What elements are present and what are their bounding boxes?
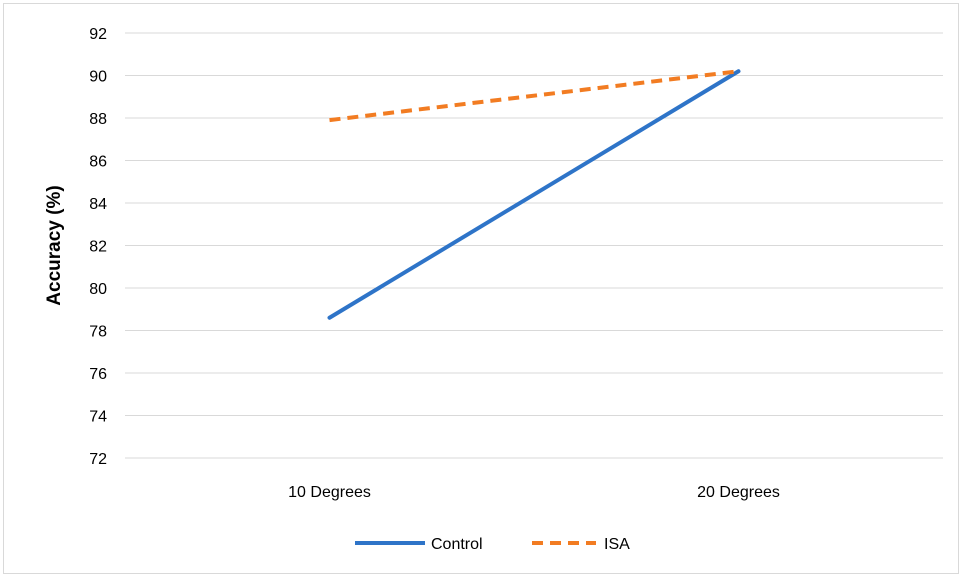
- series-lines: [327, 69, 741, 320]
- y-tick-label: 82: [89, 239, 107, 256]
- y-tick-label: 74: [89, 409, 107, 426]
- series-line-isa: [329, 69, 739, 123]
- legend-label-isa: ISA: [604, 536, 630, 553]
- y-tick-label: 78: [89, 324, 107, 341]
- gridlines: [125, 32, 943, 459]
- series-line-control: [327, 69, 741, 320]
- y-tick-labels: 72 74 76 78 80 82 84 86 88 90 92: [89, 26, 107, 468]
- y-tick-label: 76: [89, 366, 107, 383]
- x-tick-label: 20 Degrees: [697, 484, 780, 501]
- legend-label-control: Control: [431, 536, 483, 553]
- y-tick-label: 72: [89, 451, 107, 468]
- x-tick-label: 10 Degrees: [288, 484, 371, 501]
- y-axis-title: Accuracy (%): [44, 185, 65, 305]
- x-tick-labels: 10 Degrees 20 Degrees: [288, 484, 780, 501]
- y-tick-label: 92: [89, 26, 107, 43]
- legend: Control ISA: [355, 536, 630, 553]
- y-tick-label: 80: [89, 281, 107, 298]
- y-tick-label: 88: [89, 111, 107, 128]
- y-tick-label: 90: [89, 69, 107, 86]
- y-tick-label: 86: [89, 154, 107, 171]
- y-tick-label: 84: [89, 196, 107, 213]
